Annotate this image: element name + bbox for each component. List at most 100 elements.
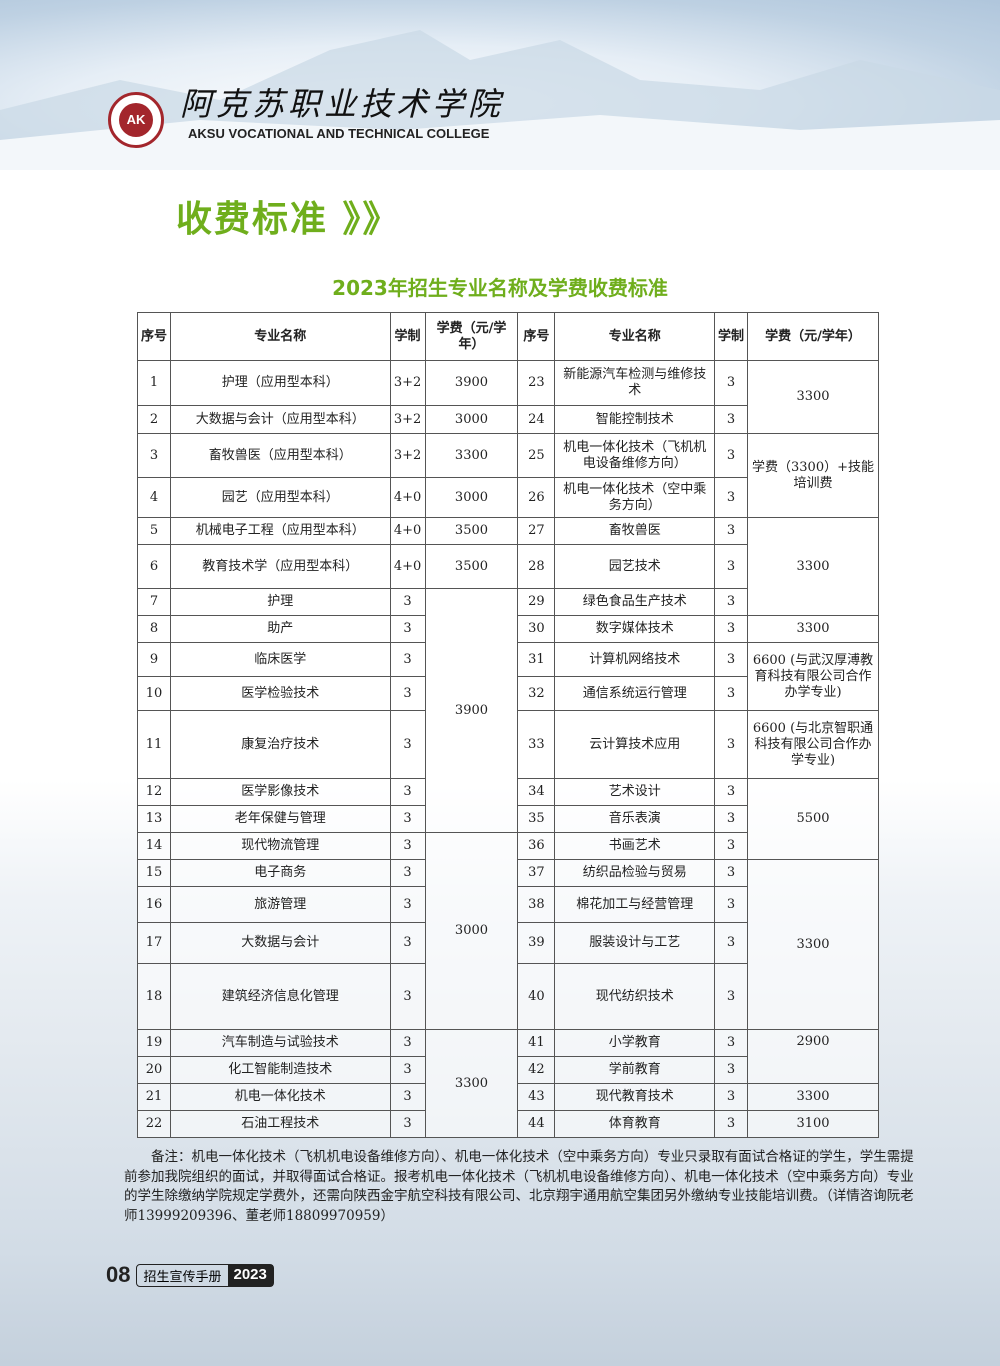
major-name: 绿色食品生产技术	[554, 588, 716, 616]
row-number: 15	[137, 859, 171, 887]
duration: 3	[714, 859, 749, 887]
column-header: 专业名称	[554, 312, 716, 361]
duration: 3	[714, 588, 749, 616]
tuition-fee: 3000	[424, 405, 519, 434]
table-row: 11 康复治疗技术 3 33 云计算技术应用 3 6600 (与北京智职通科技有限公司合作办…	[137, 710, 879, 779]
major-name: 畜牧兽医	[554, 517, 716, 545]
row-number: 32	[517, 676, 556, 711]
duration: 3	[389, 1083, 426, 1111]
row-number: 41	[517, 1029, 556, 1057]
major-name: 现代教育技术	[554, 1083, 716, 1111]
row-number: 35	[517, 805, 556, 833]
major-name: 智能控制技术	[554, 405, 716, 434]
major-name: 数字媒体技术	[554, 615, 716, 643]
major-name: 书画艺术	[554, 832, 716, 860]
duration: 3	[389, 1110, 426, 1138]
major-name: 医学检验技术	[169, 676, 391, 711]
major-name: 新能源汽车检测与维修技术	[554, 360, 716, 406]
row-number: 33	[517, 710, 556, 779]
duration: 3	[714, 886, 749, 923]
major-name: 大数据与会计	[169, 922, 391, 964]
row-number: 6	[137, 544, 171, 589]
tuition-fee: 3300	[747, 615, 879, 643]
row-number: 17	[137, 922, 171, 964]
duration: 3+2	[389, 405, 426, 434]
major-name: 现代物流管理	[169, 832, 391, 860]
duration: 4+0	[389, 517, 426, 545]
column-header: 序号	[137, 312, 171, 361]
row-number: 29	[517, 588, 556, 616]
table-row: 15 电子商务 3 37 纺织品检验与贸易 3 3300	[137, 859, 879, 1030]
duration: 3	[714, 676, 749, 711]
row-number: 1	[137, 360, 171, 406]
major-name: 通信系统运行管理	[554, 676, 716, 711]
column-header: 学费（元/学年）	[747, 312, 879, 361]
table-title: 2023年招生专业名称及学费收费标准	[332, 276, 668, 300]
table-row: 10 医学检验技术 3 32 通信系统运行管理 3	[137, 676, 879, 711]
duration: 3	[389, 710, 426, 779]
duration: 4+0	[389, 477, 426, 518]
major-name: 旅游管理	[169, 886, 391, 923]
row-number: 2	[137, 405, 171, 434]
tuition-fee: 3300	[424, 433, 519, 478]
page-footer: 08 招生宣传手册 2023	[106, 1262, 274, 1288]
mountain-illustration	[0, 30, 1000, 170]
major-name: 云计算技术应用	[554, 710, 716, 779]
row-number: 44	[517, 1110, 556, 1138]
major-name: 音乐表演	[554, 805, 716, 833]
duration: 3	[389, 588, 426, 616]
duration: 3	[389, 1056, 426, 1084]
row-number: 18	[137, 963, 171, 1030]
row-number: 12	[137, 778, 171, 806]
major-name: 体育教育	[554, 1110, 716, 1138]
table-row: 7 护理 3 3900 29 绿色食品生产技术 3	[137, 588, 879, 833]
tuition-fee: 3300	[747, 859, 879, 1030]
table-row: 14 现代物流管理 3 3000 36 书画艺术 3	[137, 832, 879, 1030]
table-row: 6 教育技术学（应用型本科） 4+0 3500 28 园艺技术 3	[137, 544, 879, 589]
row-number: 3	[137, 433, 171, 478]
tuition-fee: 3100	[747, 1110, 879, 1138]
tuition-fee: 3500	[424, 544, 519, 589]
duration: 3	[714, 517, 749, 545]
row-number: 42	[517, 1056, 556, 1084]
duration: 3	[714, 710, 749, 779]
table-row: 8 助产 3 30 数字媒体技术 3 3300	[137, 615, 879, 643]
table-row: 5 机械电子工程（应用型本科） 4+0 3500 27 畜牧兽医 3 3300	[137, 517, 879, 616]
tuition-fee: 3900	[424, 588, 519, 833]
major-name: 园艺（应用型本科）	[169, 477, 391, 518]
duration: 3	[714, 1029, 749, 1057]
duration: 3	[389, 832, 426, 860]
major-name: 机电一体化技术（飞机机电设备维修方向）	[554, 433, 716, 478]
duration: 3+2	[389, 433, 426, 478]
header-row: 序号 专业名称 学制 学费（元/学年） 序号 专业名称 学制 学费（元/学年）	[137, 312, 879, 361]
duration: 3	[714, 477, 749, 518]
table-row: 17 大数据与会计 3 39 服装设计与工艺 3	[137, 922, 879, 964]
tuition-fee: 3900	[424, 360, 519, 406]
row-number: 13	[137, 805, 171, 833]
row-number: 8	[137, 615, 171, 643]
duration: 3	[389, 859, 426, 887]
row-number: 30	[517, 615, 556, 643]
college-logo: AK	[108, 92, 164, 148]
major-name: 服装设计与工艺	[554, 922, 716, 964]
major-name: 化工智能制造技术	[169, 1056, 391, 1084]
column-header: 学制	[389, 312, 426, 361]
major-name: 现代纺织技术	[554, 963, 716, 1030]
row-number: 26	[517, 477, 556, 518]
duration: 3	[389, 778, 426, 806]
table-row: 1 护理（应用型本科） 3+2 3900 23 新能源汽车检测与维修技术 3 3300	[137, 360, 879, 434]
row-number: 10	[137, 676, 171, 711]
major-name: 大数据与会计（应用型本科）	[169, 405, 391, 434]
major-name: 教育技术学（应用型本科）	[169, 544, 391, 589]
row-number: 19	[137, 1029, 171, 1057]
college-name-en: AKSU VOCATIONAL AND TECHNICAL COLLEGE	[188, 126, 490, 141]
table-row: 20 化工智能制造技术 3 42 学前教育 3	[137, 1056, 879, 1084]
duration: 3	[714, 1110, 749, 1138]
tuition-fee: 3300	[747, 1083, 879, 1111]
table-row: 13 老年保健与管理 3 35 音乐表演 3	[137, 805, 879, 833]
tuition-fee: 6600 (与武汉厚溥教育科技有限公司合作办学专业)	[747, 642, 879, 711]
table-row: 3 畜牧兽医（应用型本科） 3+2 3300 25 机电一体化技术（飞机机电设备维修方向）…	[137, 433, 879, 518]
duration: 4+0	[389, 544, 426, 589]
duration: 3	[714, 615, 749, 643]
row-number: 7	[137, 588, 171, 616]
